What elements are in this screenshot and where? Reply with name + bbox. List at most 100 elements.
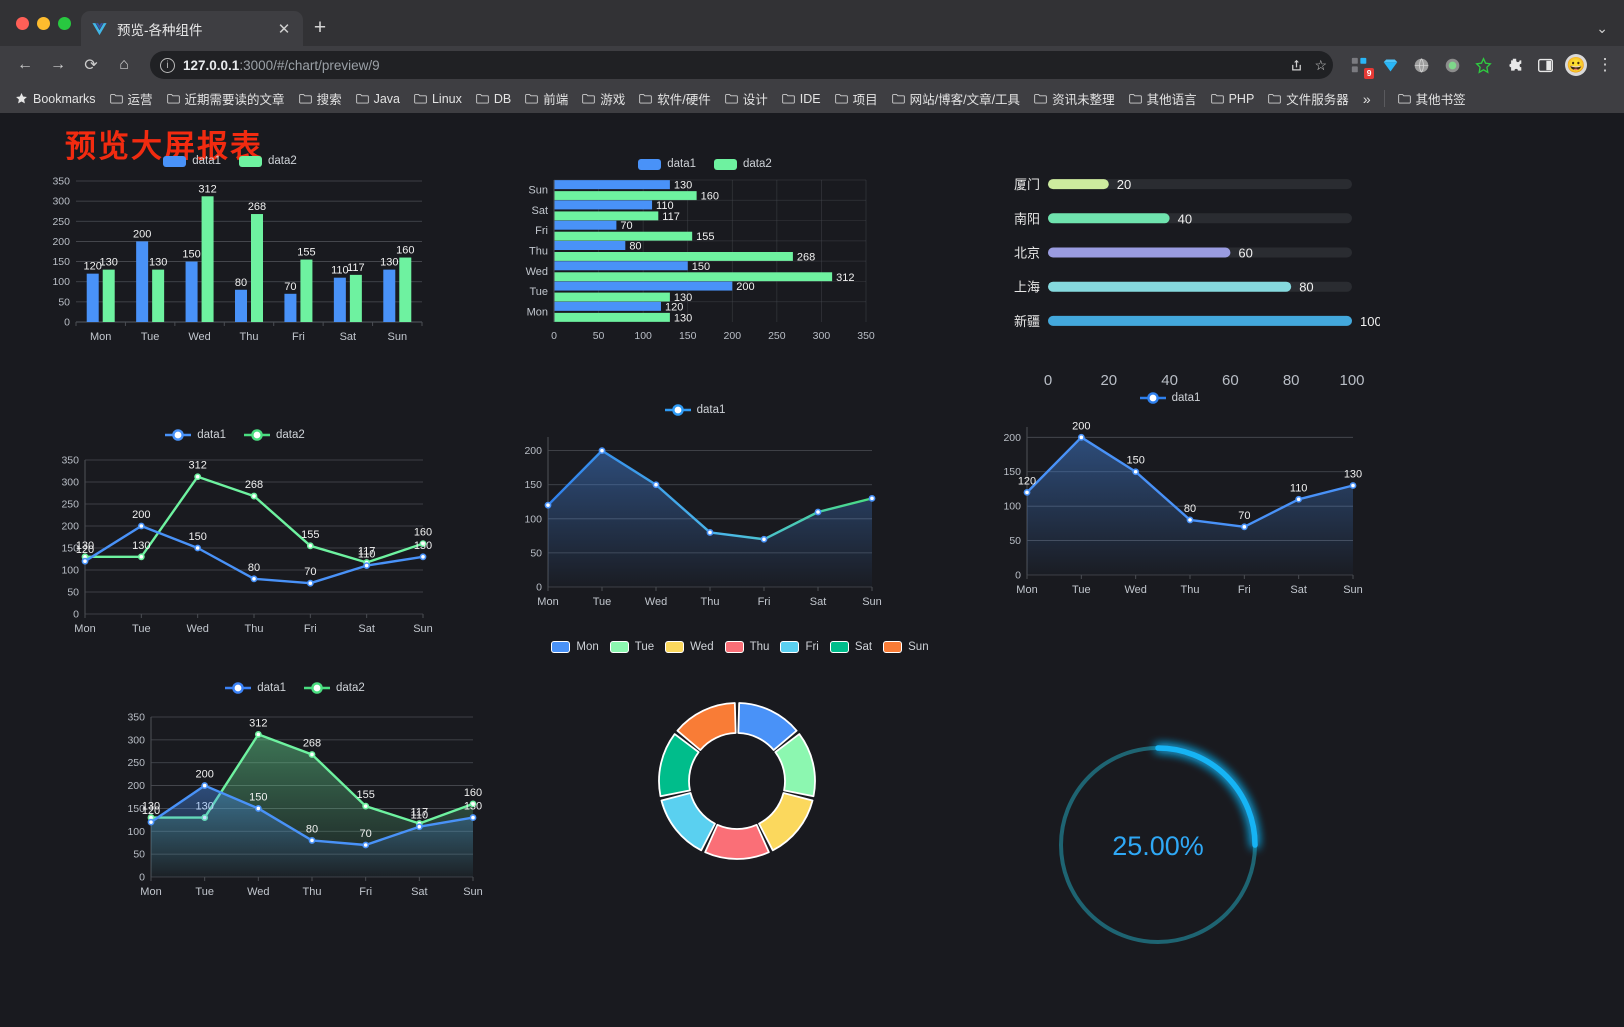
data-point[interactable] bbox=[415, 823, 423, 831]
puzzle-icon[interactable] bbox=[1503, 54, 1525, 76]
legend-item-data1[interactable]: data1 bbox=[1139, 391, 1200, 405]
avatar[interactable]: 😀 bbox=[1565, 54, 1587, 76]
bar[interactable] bbox=[383, 269, 396, 322]
progress-fill[interactable] bbox=[1048, 179, 1109, 190]
data-point[interactable] bbox=[868, 494, 876, 502]
data-point[interactable] bbox=[363, 562, 371, 569]
bookmark-folder[interactable]: Java bbox=[349, 89, 407, 109]
circle-icon[interactable] bbox=[1441, 54, 1463, 76]
bar[interactable] bbox=[554, 272, 833, 282]
bar[interactable] bbox=[554, 281, 733, 291]
pie-slice[interactable] bbox=[658, 733, 700, 798]
bookmark-other[interactable]: 其他书签 bbox=[1391, 86, 1473, 111]
pie-slice[interactable] bbox=[737, 702, 798, 751]
bookmark-folder[interactable]: 搜索 bbox=[292, 86, 349, 111]
address-bar[interactable]: i 127.0.0.1:3000/#/chart/preview/9 ☆ bbox=[150, 51, 1333, 79]
bar-vertical-plot[interactable]: 050100150200250300350Mon120130Tue200130W… bbox=[30, 167, 430, 362]
bar[interactable] bbox=[201, 196, 214, 322]
pie-slice[interactable] bbox=[704, 823, 770, 860]
data-point[interactable] bbox=[419, 540, 427, 547]
area-two-plot[interactable]: 0 50 100 150 200 250 300 350 Mon Tue Wed Thu Fri Sat S… bbox=[95, 695, 495, 910]
data-point[interactable] bbox=[1295, 495, 1303, 503]
bar[interactable] bbox=[251, 214, 263, 322]
legend-item-data1[interactable]: data1 bbox=[664, 403, 725, 417]
bar[interactable] bbox=[554, 301, 661, 311]
data-point[interactable] bbox=[706, 529, 714, 536]
data-point[interactable] bbox=[254, 805, 262, 812]
legend-item-tue[interactable]: Tue bbox=[609, 641, 654, 653]
legend-item-data1[interactable]: data1 bbox=[165, 428, 226, 442]
donut-plot[interactable] bbox=[540, 653, 940, 903]
pie-slice[interactable] bbox=[676, 702, 737, 751]
bar[interactable] bbox=[554, 180, 670, 190]
bar[interactable] bbox=[399, 257, 412, 322]
bar[interactable] bbox=[152, 269, 165, 322]
pie-slice[interactable] bbox=[758, 792, 814, 852]
data-point[interactable] bbox=[1349, 482, 1357, 489]
legend-item-data2[interactable]: data2 bbox=[244, 428, 305, 442]
legend-item-fri[interactable]: Fri bbox=[780, 641, 819, 653]
legend-item-data2[interactable]: data2 bbox=[714, 158, 772, 170]
legend-item-thu[interactable]: Thu bbox=[724, 641, 769, 653]
gauge-arc[interactable] bbox=[1155, 745, 1258, 848]
data-point[interactable] bbox=[201, 782, 209, 789]
data-point[interactable] bbox=[306, 542, 314, 550]
data-point[interactable] bbox=[254, 730, 262, 738]
diamond-icon[interactable] bbox=[1379, 54, 1401, 76]
bar[interactable] bbox=[235, 289, 247, 322]
bar[interactable] bbox=[185, 261, 198, 322]
bar[interactable] bbox=[554, 200, 653, 210]
data-point[interactable] bbox=[652, 481, 660, 489]
bar[interactable] bbox=[554, 220, 617, 230]
bar[interactable] bbox=[554, 292, 670, 302]
bookmark-folder[interactable]: 其他语言 bbox=[1122, 86, 1204, 111]
bar[interactable] bbox=[86, 273, 99, 322]
area-single-plot[interactable]: 0 50 100 150 200 Mon Tue Wed Thu Fri Sat Sun 120 200 1… bbox=[975, 405, 1365, 610]
bookmark-root[interactable]: Bookmarks bbox=[8, 89, 103, 109]
legend-item-sun[interactable]: Sun bbox=[883, 641, 929, 653]
pie-slice[interactable] bbox=[660, 792, 716, 852]
data-point[interactable] bbox=[362, 802, 370, 810]
data-point[interactable] bbox=[306, 579, 314, 587]
bar[interactable] bbox=[554, 231, 693, 241]
progress-bars-plot[interactable]: 厦门 20 南阳 40 北京 60 上海 80 新疆 100 0 20 40 60 80 100 bbox=[990, 153, 1382, 408]
data-point[interactable] bbox=[1077, 433, 1085, 441]
bar[interactable] bbox=[333, 277, 346, 322]
legend-item-data1[interactable]: data1 bbox=[163, 155, 221, 167]
bookmarks-overflow-button[interactable]: » bbox=[1362, 90, 1371, 107]
data-point[interactable] bbox=[194, 473, 202, 481]
data-point[interactable] bbox=[814, 508, 822, 516]
bookmark-star-icon[interactable]: ☆ bbox=[1314, 56, 1327, 73]
bookmark-folder[interactable]: 资讯未整理 bbox=[1027, 86, 1122, 111]
maximize-window-button[interactable] bbox=[58, 16, 71, 30]
sidepanel-icon[interactable] bbox=[1534, 54, 1556, 76]
data-point[interactable] bbox=[308, 751, 316, 758]
legend-item-sat[interactable]: Sat bbox=[829, 641, 872, 653]
legend-item-data2[interactable]: data2 bbox=[304, 681, 365, 695]
extension-grid-icon[interactable]: 9 bbox=[1348, 54, 1374, 79]
chevron-down-icon[interactable]: ⌄ bbox=[1596, 20, 1608, 36]
legend-item-mon[interactable]: Mon bbox=[551, 641, 599, 653]
data-point[interactable] bbox=[598, 447, 606, 455]
bookmark-folder[interactable]: 前端 bbox=[518, 86, 575, 111]
data-point[interactable] bbox=[137, 522, 145, 530]
close-window-button[interactable] bbox=[16, 16, 29, 30]
legend-item-data1[interactable]: data1 bbox=[638, 158, 696, 170]
bookmark-folder[interactable]: 游戏 bbox=[575, 86, 632, 111]
data-point[interactable] bbox=[308, 837, 316, 844]
bookmark-folder[interactable]: 网站/博客/文章/工具 bbox=[885, 86, 1027, 111]
browser-menu-button[interactable]: ⋮ bbox=[1596, 55, 1614, 74]
data-point[interactable] bbox=[1186, 516, 1194, 524]
star-outline-icon[interactable] bbox=[1472, 54, 1494, 76]
bar[interactable] bbox=[300, 259, 313, 322]
bar[interactable] bbox=[554, 191, 697, 201]
gauge-plot[interactable]: 25.00% bbox=[1040, 723, 1290, 983]
bookmark-folder[interactable]: IDE bbox=[775, 89, 828, 109]
bar[interactable] bbox=[554, 312, 670, 322]
bar[interactable] bbox=[554, 261, 688, 271]
data-point[interactable] bbox=[544, 501, 552, 509]
progress-fill[interactable] bbox=[1048, 315, 1352, 326]
bookmark-folder[interactable]: 软件/硬件 bbox=[632, 86, 717, 111]
data-point[interactable] bbox=[469, 800, 477, 808]
